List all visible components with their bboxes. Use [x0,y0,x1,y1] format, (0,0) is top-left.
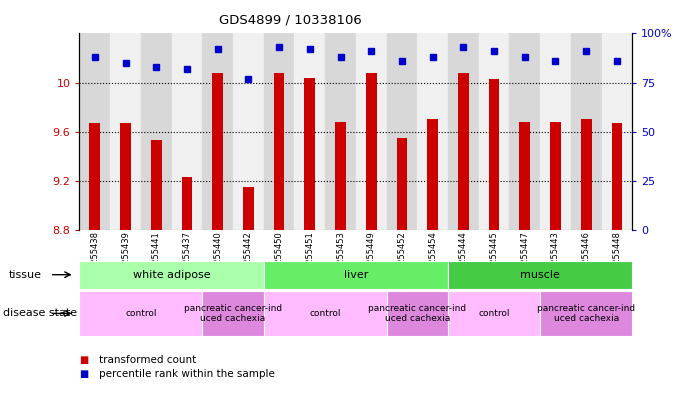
Bar [264,33,294,230]
Bar [602,33,632,230]
Bar [448,33,479,230]
Bar [243,187,254,230]
Bar [212,73,223,230]
Bar [366,73,377,230]
Text: white adipose: white adipose [133,270,211,280]
Bar [479,33,509,230]
Text: ■: ■ [79,354,88,365]
Bar [89,123,100,230]
Bar [305,78,315,230]
Bar [540,33,571,230]
Bar [233,33,264,230]
Bar [335,122,346,230]
Bar [427,119,438,230]
Text: control: control [125,309,157,318]
Bar [294,33,325,230]
Text: control: control [478,309,510,318]
Text: control: control [310,309,341,318]
Bar [202,33,233,230]
Text: transformed count: transformed count [99,354,196,365]
Bar [397,138,407,230]
Text: tissue: tissue [9,270,42,280]
Text: disease state: disease state [3,309,77,318]
Bar [274,73,285,230]
Text: pancreatic cancer-ind
uced cachexia: pancreatic cancer-ind uced cachexia [368,304,466,323]
Bar [151,140,162,230]
Text: muscle: muscle [520,270,560,280]
Bar [386,33,417,230]
Bar [489,79,500,230]
Bar [79,33,110,230]
Bar [325,33,356,230]
Bar [110,33,141,230]
Bar [509,33,540,230]
Bar [120,123,131,230]
Bar [171,33,202,230]
Text: ■: ■ [79,369,88,379]
Text: pancreatic cancer-ind
uced cachexia: pancreatic cancer-ind uced cachexia [537,304,635,323]
Bar [356,33,386,230]
Bar [581,119,591,230]
Bar [612,123,623,230]
Bar [571,33,602,230]
Text: pancreatic cancer-ind
uced cachexia: pancreatic cancer-ind uced cachexia [184,304,282,323]
Text: GDS4899 / 10338106: GDS4899 / 10338106 [219,14,361,27]
Bar [141,33,171,230]
Bar [182,177,192,230]
Bar [458,73,468,230]
Text: percentile rank within the sample: percentile rank within the sample [99,369,275,379]
Bar [417,33,448,230]
Bar [550,122,561,230]
Bar [520,122,530,230]
Text: liver: liver [343,270,368,280]
